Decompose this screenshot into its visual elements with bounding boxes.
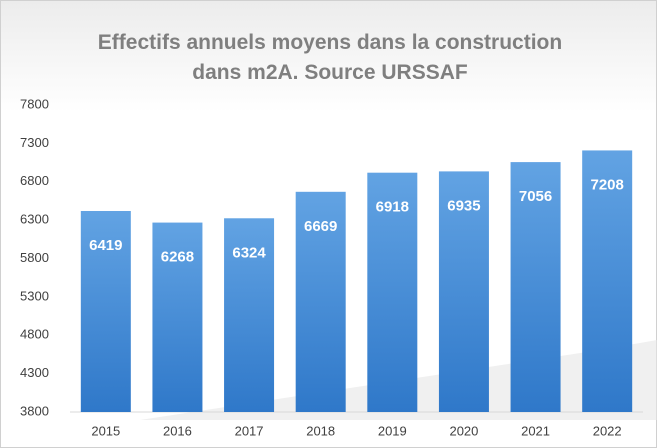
y-tick-label: 4800 <box>20 327 49 342</box>
y-tick-label: 3800 <box>20 403 49 418</box>
y-tick-label: 7300 <box>20 135 49 150</box>
y-tick-label: 5300 <box>20 288 49 303</box>
y-tick-label: 5800 <box>20 250 49 265</box>
x-tick-label: 2018 <box>306 423 335 438</box>
bar <box>510 162 561 412</box>
x-tick-label: 2017 <box>235 423 264 438</box>
bar <box>295 191 346 412</box>
bar <box>152 222 203 412</box>
x-tick-label: 2021 <box>521 423 550 438</box>
bar <box>80 210 131 412</box>
data-label: 6918 <box>376 199 409 216</box>
x-tick-label: 2022 <box>593 423 622 438</box>
bar <box>438 171 489 412</box>
bar <box>367 172 418 412</box>
y-tick-label: 7800 <box>20 96 49 111</box>
bar <box>224 218 275 412</box>
x-tick-label: 2019 <box>378 423 407 438</box>
x-tick-label: 2016 <box>163 423 192 438</box>
y-tick-label: 6300 <box>20 212 49 227</box>
y-tick-label: 4300 <box>20 365 49 380</box>
x-tick-label: 2020 <box>449 423 478 438</box>
data-label: 6419 <box>89 237 122 254</box>
x-tick-label: 2015 <box>91 423 120 438</box>
data-label: 6268 <box>161 249 194 266</box>
bar <box>582 150 633 412</box>
chart-title: Effectifs annuels moyens dans la constru… <box>97 31 563 84</box>
data-label: 7208 <box>591 176 624 193</box>
data-label: 6935 <box>447 197 480 214</box>
data-label: 6324 <box>232 244 266 261</box>
data-label: 7056 <box>519 188 552 205</box>
data-label: 6669 <box>304 218 337 235</box>
y-tick-label: 6800 <box>20 173 49 188</box>
